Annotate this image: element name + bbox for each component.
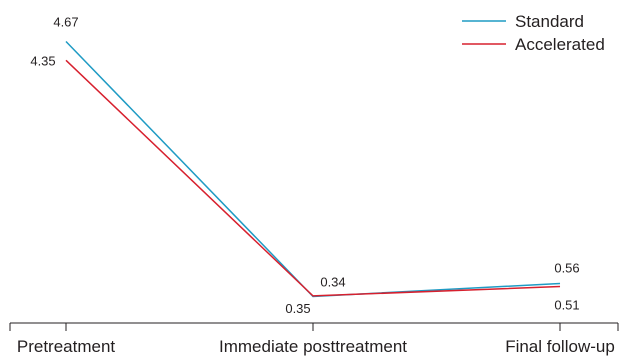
data-label-accelerated-1: 4.35: [30, 53, 55, 68]
data-label-accelerated-3: 0.51: [554, 298, 579, 313]
x-axis: Pretreatment Immediate posttreatment Fin…: [9, 322, 619, 356]
legend-label-accelerated: Accelerated: [515, 35, 605, 54]
data-label-standard-2: 0.34: [320, 275, 345, 290]
series-line-accelerated: [65, 59, 561, 297]
data-label-accelerated-2: 0.35: [285, 301, 310, 316]
plot-area: 4.67 0.34 0.56 4.35 0.35 0.51: [30, 15, 579, 316]
x-tick-label-pretreatment: Pretreatment: [17, 337, 116, 356]
data-label-standard-3: 0.56: [554, 261, 579, 276]
legend: Standard Accelerated: [462, 12, 605, 54]
series-lines: [65, 40, 561, 298]
series-line-standard: [65, 40, 561, 298]
legend-label-standard: Standard: [515, 12, 584, 31]
x-tick-label-immediate-posttreatment: Immediate posttreatment: [219, 337, 407, 356]
data-labels: 4.67 0.34 0.56 4.35 0.35 0.51: [30, 15, 579, 316]
x-tick-label-final-follow-up: Final follow-up: [505, 337, 615, 356]
data-label-standard-1: 4.67: [53, 15, 78, 30]
